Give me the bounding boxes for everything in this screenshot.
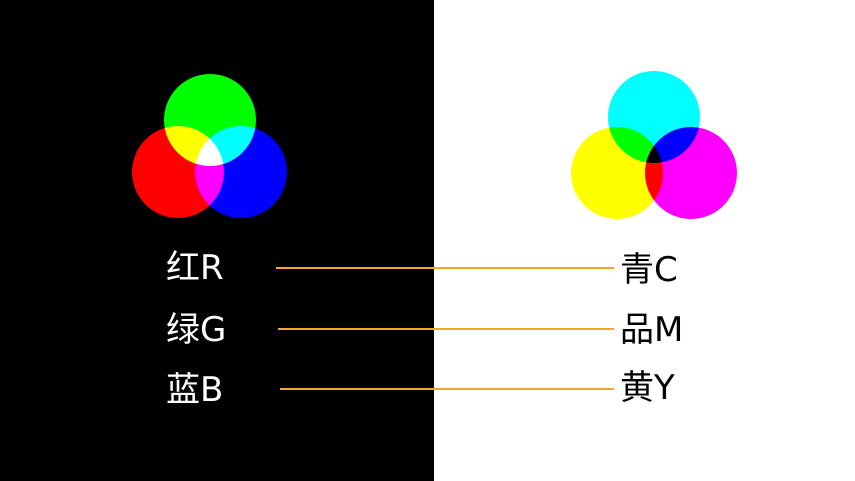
yellow-circle (571, 127, 663, 219)
rgb-venn-diagram (132, 74, 287, 218)
green-magenta-connector (278, 328, 614, 330)
additive-rgb-panel: 红R 绿G 蓝B (0, 0, 434, 481)
red-circle (132, 126, 224, 218)
yellow-label: 黄Y (620, 368, 675, 408)
red-cyan-connector (276, 267, 614, 269)
magenta-label: 品M (620, 310, 684, 350)
blue-circle (195, 126, 287, 218)
cmy-venn-diagram (571, 71, 737, 219)
blue-yellow-connector (280, 388, 614, 390)
blue-label: 蓝B (166, 370, 224, 410)
magenta-circle (645, 127, 737, 219)
green-label: 绿G (166, 310, 227, 350)
subtractive-cmy-panel: 青C 品M 黄Y (434, 0, 855, 481)
red-label: 红R (166, 248, 224, 288)
cyan-label: 青C (620, 250, 678, 290)
